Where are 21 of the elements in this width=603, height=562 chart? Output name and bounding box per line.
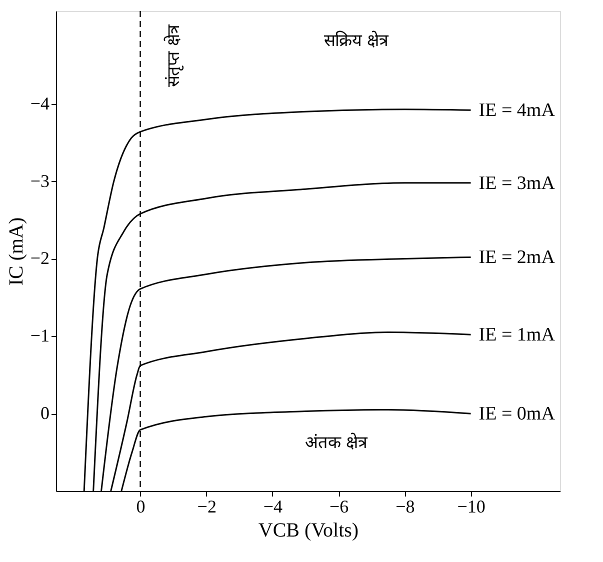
x-tick-label: −2 xyxy=(197,496,216,516)
y-tick-label: 0 xyxy=(40,403,50,424)
y-axis-title: IC (mA) xyxy=(5,217,28,286)
series-label: IE = 4mA xyxy=(478,100,556,122)
series-label: IE = 1mA xyxy=(478,324,556,346)
series-label: IE = 0mA xyxy=(478,404,556,425)
x-axis-title: VCB (Volts) xyxy=(258,520,359,542)
x-tick-label: −6 xyxy=(329,496,349,516)
x-tick-label: −10 xyxy=(457,496,486,516)
x-tick-label: −4 xyxy=(263,496,283,516)
y-tick-label: −1 xyxy=(30,326,50,346)
x-tick-label: 0 xyxy=(136,496,146,516)
series-label: IE = 2mA xyxy=(478,247,556,268)
series-label: IE = 3mA xyxy=(478,172,556,194)
annotation: संतृप्त क्षेत्र xyxy=(163,24,184,88)
annotation: अंतक क्षेत्र xyxy=(304,432,368,453)
x-tick-label: −8 xyxy=(396,496,415,516)
y-tick-label: −2 xyxy=(30,248,50,268)
y-tick-label: −3 xyxy=(30,170,50,191)
y-tick-label: −4 xyxy=(30,93,50,114)
annotation: सक्रिय क्षेत्र xyxy=(324,30,390,51)
